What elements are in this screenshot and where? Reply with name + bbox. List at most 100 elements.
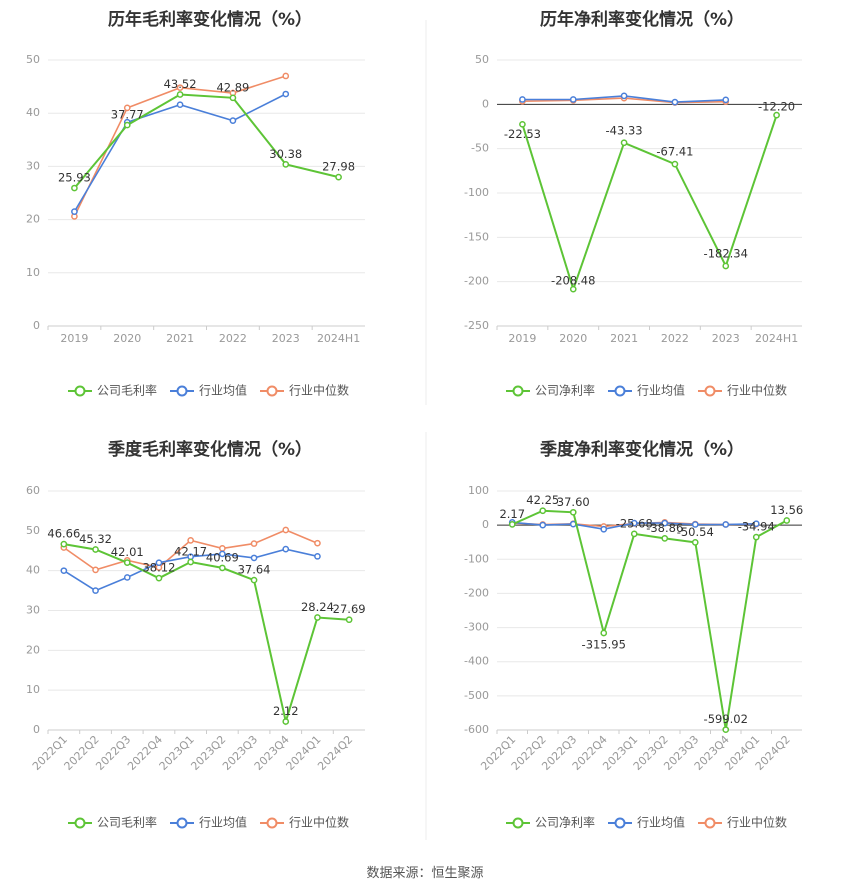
data-point[interactable] — [71, 184, 78, 192]
legend-marker — [176, 817, 188, 829]
legend-item[interactable]: 行业中位数 — [260, 383, 349, 398]
data-point[interactable] — [722, 521, 730, 528]
data-point[interactable] — [176, 84, 184, 92]
data-point[interactable] — [92, 587, 99, 594]
data-point[interactable] — [630, 519, 638, 527]
legend-item[interactable]: 行业均值 — [608, 383, 685, 398]
data-label: -34.94 — [738, 520, 775, 534]
data-point[interactable] — [671, 98, 679, 106]
data-point[interactable] — [630, 530, 638, 538]
data-point[interactable] — [691, 521, 699, 528]
data-label: -599.02 — [704, 712, 748, 726]
data-point[interactable] — [620, 92, 628, 100]
series-line — [511, 509, 788, 730]
data-point[interactable] — [671, 160, 679, 168]
data-point[interactable] — [176, 101, 184, 109]
data-point[interactable] — [600, 629, 608, 637]
legend-label: 行业均值 — [637, 383, 685, 398]
x-tick-label: 2021 — [610, 332, 638, 345]
x-tick-label: 2021 — [166, 332, 194, 345]
data-point[interactable] — [335, 173, 342, 181]
data-point[interactable] — [250, 554, 258, 562]
data-point[interactable] — [773, 111, 780, 119]
data-point[interactable] — [661, 519, 669, 527]
data-point[interactable] — [123, 574, 131, 581]
data-point[interactable] — [250, 540, 258, 547]
data-point[interactable] — [282, 545, 290, 553]
legend-item[interactable]: 公司毛利率 — [68, 383, 157, 398]
data-point[interactable] — [691, 539, 699, 546]
data-point[interactable] — [569, 508, 577, 516]
data-point[interactable] — [314, 614, 321, 621]
legend-item[interactable]: 行业均值 — [170, 383, 247, 398]
data-point[interactable] — [229, 94, 237, 102]
data-label: 40.69 — [206, 550, 239, 564]
series-line — [73, 93, 339, 189]
data-point[interactable] — [314, 539, 321, 547]
data-point[interactable] — [539, 507, 547, 515]
data-point[interactable] — [250, 576, 258, 584]
data-point[interactable] — [314, 552, 321, 560]
data-point[interactable] — [282, 161, 290, 168]
data-point[interactable] — [539, 521, 547, 529]
data-point[interactable] — [345, 616, 353, 624]
data-point[interactable] — [752, 533, 760, 541]
data-label: -22.53 — [504, 127, 541, 141]
y-tick-label: 100 — [468, 484, 489, 497]
data-point[interactable] — [60, 567, 68, 575]
data-point[interactable] — [620, 139, 628, 147]
data-point[interactable] — [569, 285, 577, 293]
data-point[interactable] — [282, 526, 290, 534]
data-point[interactable] — [282, 718, 290, 725]
legend-marker — [704, 385, 716, 397]
series-industry-avg — [60, 545, 321, 594]
data-point[interactable] — [176, 91, 184, 98]
chart-1: 历年毛利率变化情况（%） 0 10 20 30 40 50 2019 2020 2021 2022 2… — [26, 9, 365, 398]
data-point[interactable] — [187, 537, 194, 544]
legend-item[interactable]: 公司净利率 — [506, 815, 595, 830]
data-point[interactable] — [783, 517, 791, 524]
data-point[interactable] — [722, 262, 730, 270]
data-point[interactable] — [229, 117, 237, 124]
chart-3: 季度毛利率变化情况（%）01020304050602022Q12022Q2202… — [26, 439, 366, 830]
data-point[interactable] — [219, 550, 226, 558]
legend-item[interactable]: 行业中位数 — [698, 815, 787, 830]
data-point[interactable] — [282, 72, 290, 80]
data-label: -315.95 — [582, 638, 626, 652]
data-point[interactable] — [60, 540, 68, 548]
data-point[interactable] — [722, 96, 730, 104]
legend-item[interactable]: 行业均值 — [608, 815, 685, 830]
legend-item[interactable]: 公司净利率 — [506, 383, 595, 398]
data-point[interactable] — [722, 726, 730, 734]
data-label: -38.86 — [646, 521, 683, 535]
data-point[interactable] — [519, 96, 526, 103]
data-point[interactable] — [123, 121, 131, 129]
data-point[interactable] — [219, 564, 226, 572]
legend-item[interactable]: 行业中位数 — [698, 383, 787, 398]
legend-label: 行业中位数 — [289, 815, 349, 830]
legend-item[interactable]: 公司毛利率 — [68, 815, 157, 830]
chart-4: 季度净利率变化情况（%） -600 -500 -400 -300 -200 -100 0 100… — [464, 439, 803, 830]
data-point[interactable] — [661, 535, 669, 542]
legend-item[interactable]: 行业中位数 — [260, 815, 349, 830]
data-point[interactable] — [123, 104, 131, 112]
data-label: 2.12 — [273, 704, 299, 718]
data-point[interactable] — [519, 120, 526, 128]
data-point[interactable] — [71, 208, 78, 215]
data-point[interactable] — [187, 558, 194, 566]
legend-item[interactable]: 行业均值 — [170, 815, 247, 830]
data-point[interactable] — [155, 559, 163, 567]
legend-marker — [512, 385, 524, 397]
data-point[interactable] — [92, 566, 99, 574]
data-point[interactable] — [155, 574, 163, 582]
data-label: 30.38 — [269, 147, 302, 161]
data-point[interactable] — [282, 90, 290, 98]
data-point[interactable] — [569, 96, 577, 103]
legend-marker — [512, 817, 524, 829]
legend-label: 行业均值 — [199, 383, 247, 398]
data-point[interactable] — [92, 546, 99, 553]
data-point[interactable] — [752, 520, 760, 528]
data-point[interactable] — [508, 521, 516, 528]
data-point[interactable] — [600, 525, 608, 533]
data-point[interactable] — [123, 559, 131, 567]
